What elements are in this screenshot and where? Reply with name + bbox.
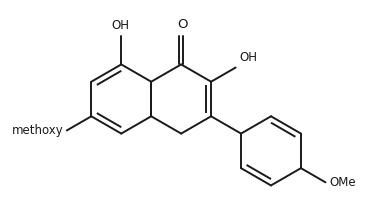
Text: methoxy: methoxy (12, 124, 64, 137)
Text: OH: OH (240, 50, 258, 64)
Text: OH: OH (111, 19, 129, 32)
Text: OMe: OMe (329, 176, 356, 189)
Text: O: O (177, 18, 187, 31)
